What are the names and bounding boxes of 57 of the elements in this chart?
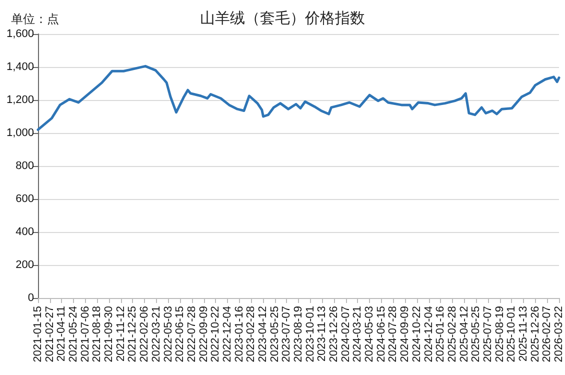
x-tick-label: 2021-11-12 <box>114 306 127 362</box>
x-tick-label: 2021-07-06 <box>79 306 92 362</box>
y-tick-label: 800 <box>16 160 34 172</box>
y-tick-label: 1,200 <box>6 94 34 106</box>
x-tick-label: 2025-08-19 <box>494 306 506 362</box>
x-tick-label: 2023-01-16 <box>233 306 246 362</box>
x-tick-label: 2023-08-19 <box>292 306 304 362</box>
y-tick-label: 600 <box>16 193 34 205</box>
y-axis-title: 单位：点 <box>11 12 59 26</box>
x-tick-label: 2024-12-04 <box>422 306 435 362</box>
chart-title: 山羊绒（套毛）价格指数 <box>200 10 365 27</box>
x-tick-label: 2025-02-28 <box>446 306 458 362</box>
x-tick-label: 2021-08-18 <box>91 306 104 362</box>
x-tick-label: 2025-11-13 <box>517 306 530 362</box>
x-tick-label: 2024-06-15 <box>375 306 388 362</box>
x-tick-label: 2021-05-24 <box>68 306 80 362</box>
x-tick-label: 2021-09-30 <box>103 306 116 362</box>
x-tick-label: 2022-02-06 <box>138 306 151 362</box>
y-tick-label: 1,400 <box>6 61 34 73</box>
y-tick-label: 1,600 <box>6 28 34 40</box>
x-tick-label: 2025-01-16 <box>434 306 447 362</box>
x-tick-label: 2022-09-09 <box>198 306 210 362</box>
x-tick-label: 2023-02-28 <box>245 306 258 362</box>
x-tick-label: 2021-12-25 <box>126 306 139 362</box>
y-tick-label: 0 <box>28 292 34 304</box>
x-tick-label: 2023-11-13 <box>316 306 328 362</box>
x-tick-label: 2024-10-22 <box>410 306 423 362</box>
x-tick-label: 2025-04-12 <box>458 306 470 362</box>
x-tick-label: 2024-02-07 <box>340 306 352 362</box>
x-tick-label: 2025-07-07 <box>482 306 494 362</box>
x-tick-label: 2024-09-09 <box>399 306 412 362</box>
x-tick-label: 2023-05-25 <box>268 306 281 362</box>
x-tick-label: 2024-03-21 <box>352 306 364 362</box>
y-tick-label: 400 <box>16 226 34 238</box>
x-tick-label: 2023-10-01 <box>304 306 316 362</box>
x-tick-label: 2023-04-12 <box>256 306 269 362</box>
x-tick-label: 2023-07-07 <box>280 306 293 362</box>
x-tick-label: 2023-12-26 <box>328 306 340 362</box>
x-tick-label: 2025-05-25 <box>470 306 482 362</box>
x-tick-label: 2022-12-04 <box>221 306 234 362</box>
x-tick-label: 2022-07-28 <box>186 306 198 362</box>
x-tick-label: 2022-03-21 <box>150 306 162 362</box>
x-tick-label: 2021-01-15 <box>32 306 44 362</box>
x-tick-label: 2022-10-22 <box>210 306 222 362</box>
y-tick-label: 1,000 <box>6 127 34 139</box>
x-tick-label: 2022-05-03 <box>162 306 174 362</box>
x-tick-label: 2026-02-07 <box>541 306 554 362</box>
x-tick-label: 2026-03-22 <box>553 306 565 362</box>
x-tick-label: 2021-04-11 <box>56 306 68 362</box>
x-tick-label: 2022-06-15 <box>174 306 186 362</box>
x-tick-label: 2025-10-01 <box>506 306 518 362</box>
x-tick-label: 2021-02-27 <box>44 306 56 362</box>
y-tick-label: 200 <box>16 259 34 271</box>
x-tick-label: 2024-05-03 <box>364 306 376 362</box>
line-series <box>36 64 560 131</box>
x-tick-label: 2024-07-28 <box>387 306 400 362</box>
x-tick-label: 2025-12-26 <box>529 306 542 362</box>
